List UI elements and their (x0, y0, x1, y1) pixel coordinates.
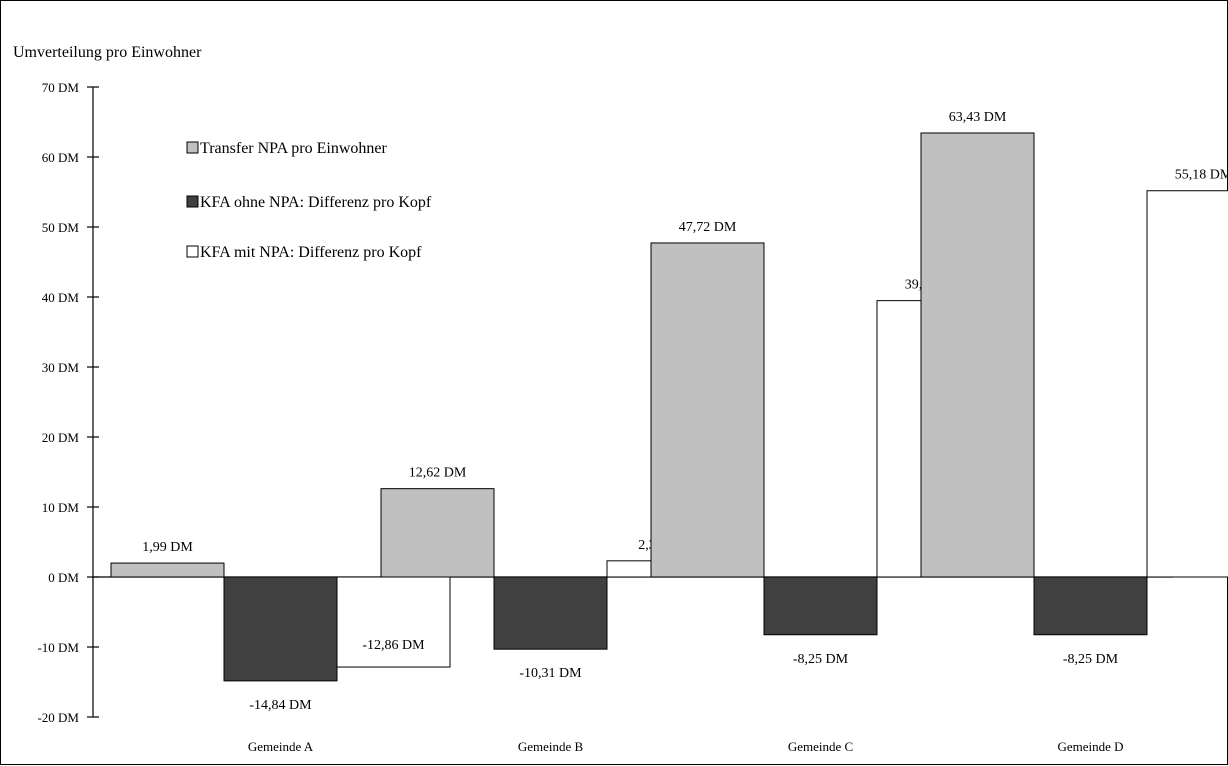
bar (650, 242, 765, 578)
y-tick-label: 60 DM (42, 150, 80, 165)
data-label: 1,99 DM (142, 540, 193, 555)
bars: 1,99 DM -14,84 DM -12,86 DM Gemeinde A 12,62… (110, 110, 1228, 754)
y-tick-label: 50 DM (42, 220, 80, 235)
bar (223, 576, 338, 682)
bar (110, 562, 225, 578)
legend-swatch (186, 141, 199, 154)
x-category-label: Gemeinde D (1057, 739, 1123, 754)
legend-label: Transfer NPA pro Einwohner (200, 140, 387, 157)
data-label: 47,72 DM (679, 220, 737, 235)
y-tick-label: -10 DM (37, 640, 79, 655)
data-label: -10,31 DM (519, 666, 582, 681)
y-tick-label: 70 DM (42, 80, 80, 95)
bar (763, 576, 878, 636)
x-category-label: Gemeinde A (248, 739, 314, 754)
bar (1146, 190, 1228, 578)
y-tick-label: -20 DM (37, 710, 79, 725)
chart-title: Umverteilung pro Einwohner (13, 44, 202, 61)
data-label: 63,43 DM (949, 110, 1007, 125)
y-tick-label: 0 DM (48, 570, 79, 585)
data-label: -12,86 DM (362, 638, 425, 653)
legend-label: KFA ohne NPA: Differenz pro Kopf (200, 194, 432, 211)
x-category-label: Gemeinde C (788, 739, 853, 754)
x-category-label: Gemeinde B (518, 739, 584, 754)
bar (920, 132, 1035, 578)
bar (380, 488, 495, 578)
y-tick-label: 10 DM (42, 500, 80, 515)
legend-swatch (186, 245, 199, 258)
legend-swatch (186, 195, 199, 208)
bar (336, 576, 451, 668)
axes: -20 DM -10 DM 0 DM 10 DM 20 DM 30 DM 40 DM 50 D… (37, 80, 1173, 725)
data-label: -8,25 DM (793, 652, 849, 667)
data-label: 55,18 DM (1175, 168, 1228, 183)
y-tick-label: 30 DM (42, 360, 80, 375)
data-label: -8,25 DM (1063, 652, 1119, 667)
y-tick-label: 20 DM (42, 430, 80, 445)
bar (1033, 576, 1148, 636)
legend: Transfer NPA pro Einwohner KFA ohne NPA: … (186, 140, 432, 261)
bar (493, 576, 608, 650)
y-tick-label: 40 DM (42, 290, 80, 305)
data-label: -14,84 DM (249, 698, 312, 713)
legend-label: KFA mit NPA: Differenz pro Kopf (200, 244, 422, 261)
data-label: 12,62 DM (409, 466, 467, 481)
